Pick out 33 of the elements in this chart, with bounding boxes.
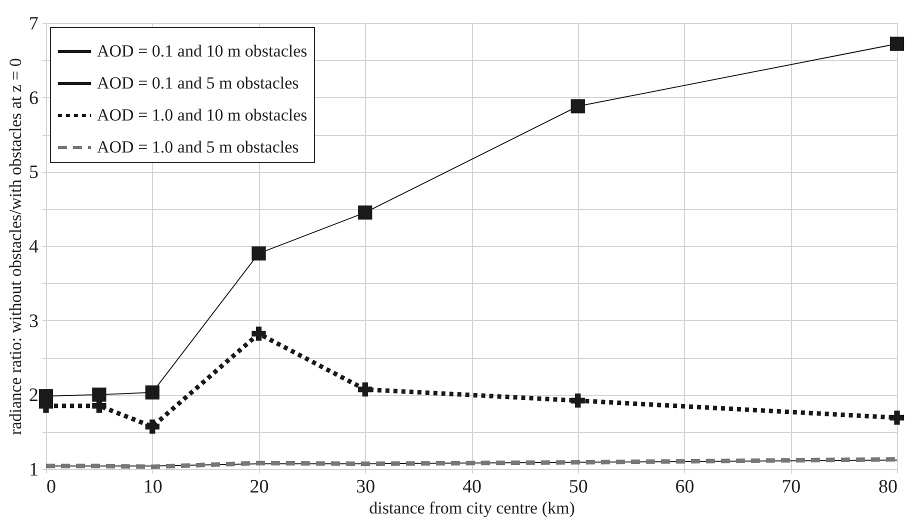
y-tick-label: 4 — [29, 236, 39, 258]
point — [570, 394, 585, 408]
point — [890, 36, 904, 51]
x-tick-label: 70 — [782, 476, 801, 498]
x-tick-label: 0 — [46, 476, 56, 498]
y-tick-label: 3 — [29, 310, 38, 332]
legend-label: AOD = 0.1 and 5 m obstacles — [97, 74, 299, 92]
point — [145, 420, 160, 434]
y-tick-label: 2 — [29, 385, 38, 406]
x-axis-title: distance from city centre (km) — [369, 498, 575, 518]
point — [252, 246, 266, 261]
x-tick-label: 10 — [143, 476, 162, 498]
x-tick-label: 60 — [675, 476, 694, 498]
y-tick-label: 1 — [29, 460, 38, 480]
legend-label: AOD = 0.1 and 10 m obstacles — [97, 42, 308, 60]
y-axis-title: radiance ratio: without obstacles/with obstacles at z = 0 — [6, 58, 25, 435]
point — [358, 205, 372, 220]
point — [92, 388, 106, 402]
x-tick-label: 40 — [462, 476, 482, 498]
x-tick-label: 30 — [356, 476, 376, 498]
y-tick-label: 7 — [29, 14, 38, 34]
y-tick-label: 6 — [29, 88, 38, 109]
x-tick-label: 50 — [568, 476, 588, 498]
legend-label: AOD = 1.0 and 10 m obstacles — [97, 106, 308, 124]
legend-label: AOD = 1.0 and 5 m obstacles — [97, 138, 299, 156]
point — [145, 385, 160, 400]
y-tick-label: 5 — [29, 162, 38, 184]
point — [358, 382, 372, 397]
x-tick-label: 20 — [250, 476, 269, 498]
point — [252, 326, 266, 341]
x-tick-label: 80 — [878, 476, 898, 498]
point — [570, 99, 585, 114]
point — [890, 410, 904, 425]
